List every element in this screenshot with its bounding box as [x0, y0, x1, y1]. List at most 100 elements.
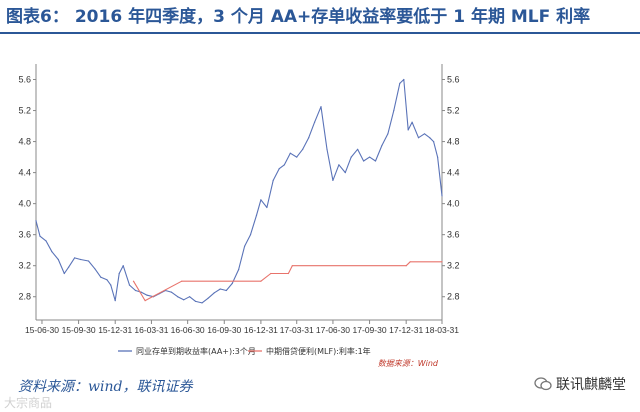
data-point-ncd-yield — [344, 172, 346, 174]
brand-mark: 联讯麒麟堂 — [534, 374, 626, 394]
y-tick-label-right: 3.6 — [447, 230, 460, 240]
x-tick-label: 17-12-31 — [389, 325, 423, 335]
data-point-ncd-yield — [170, 291, 172, 293]
y-tick-label-left: 4.4 — [18, 168, 31, 178]
data-point-ncd-yield — [296, 156, 298, 158]
x-tick-label: 15-12-31 — [98, 325, 132, 335]
series-line-mlf-rate — [133, 261, 442, 302]
data-point-ncd-yield — [308, 137, 310, 139]
y-tick-label-left: 2.8 — [18, 292, 31, 302]
data-point-ncd-yield — [369, 156, 371, 158]
data-point-ncd-yield — [244, 245, 246, 247]
y-tick-label-left: 4.8 — [18, 137, 31, 147]
data-point-ncd-yield — [387, 133, 389, 135]
data-point-ncd-yield — [100, 276, 102, 278]
data-point-ncd-yield — [399, 82, 401, 84]
y-tick-label-right: 2.8 — [447, 292, 460, 302]
data-point-ncd-yield — [407, 129, 409, 131]
data-point-ncd-yield — [87, 260, 90, 262]
data-point-ncd-yield — [68, 266, 70, 268]
figure-number: 图表6： — [6, 7, 69, 27]
data-point-ncd-yield — [45, 240, 47, 242]
source-note: 资料来源：wind，联讯证券 — [18, 379, 193, 395]
data-point-mlf-rate — [287, 272, 289, 275]
data-point-ncd-yield — [207, 297, 209, 299]
data-point-ncd-yield — [260, 199, 262, 201]
data-point-ncd-yield — [114, 300, 116, 302]
data-point-ncd-yield — [289, 152, 291, 154]
x-tick-label: 17-03-31 — [280, 325, 314, 335]
series-line-ncd-yield — [35, 78, 443, 304]
data-point-mlf-rate — [270, 272, 272, 275]
x-tick-label: 16-12-31 — [244, 325, 278, 335]
data-point-mlf-rate — [405, 265, 407, 267]
data-point-ncd-yield — [417, 137, 420, 139]
legend-label: 同业存单到期收益率(AA+):3个月 — [136, 346, 256, 356]
data-point-ncd-yield — [278, 168, 280, 170]
x-tick-label: 16-06-30 — [171, 325, 205, 335]
data-point-ncd-yield — [134, 289, 137, 292]
data-point-ncd-yield — [231, 282, 233, 285]
y-tick-label-right: 5.2 — [447, 106, 460, 116]
data-point-ncd-yield — [283, 164, 285, 166]
data-point-ncd-yield — [437, 156, 439, 158]
data-point-mlf-rate — [441, 261, 443, 263]
data-point-ncd-yield — [423, 133, 426, 135]
chart-axes: 2.8 2.8 3.2 3.2 3.6 3.6 4.0 4.0 4.4 4.4 4.8 4.8 5.2 5… — [18, 64, 460, 335]
wechat-icon — [534, 377, 552, 391]
x-tick-label: 18-03-31 — [425, 325, 459, 335]
data-point-ncd-yield — [403, 78, 405, 81]
y-tick-label-left: 5.2 — [18, 106, 31, 116]
y-tick-label-left: 4.0 — [18, 199, 31, 209]
figure-title: 2016 年四季度，3 个月 AA+存单收益率要低于 1 年期 MLF 利率 — [74, 7, 591, 27]
data-point-ncd-yield — [249, 234, 252, 236]
data-point-ncd-yield — [350, 156, 352, 158]
data-point-ncd-yield — [332, 179, 334, 181]
y-tick-label-right: 5.6 — [447, 75, 460, 85]
data-point-ncd-yield — [128, 284, 131, 286]
data-point-ncd-yield — [326, 148, 328, 150]
data-point-ncd-yield — [374, 160, 377, 162]
y-tick-label-left: 3.2 — [18, 261, 31, 271]
data-point-ncd-yield — [302, 148, 304, 150]
data-point-ncd-yield — [266, 206, 268, 209]
data-point-ncd-yield — [441, 195, 443, 197]
line-chart: 2.8 2.8 3.2 3.2 3.6 3.6 4.0 4.0 4.4 4.4 4.8 4.8 5.2 5… — [18, 64, 460, 368]
data-point-ncd-yield — [63, 272, 65, 275]
y-tick-label-left: 5.6 — [18, 75, 31, 85]
brand-name: 联讯麒麟堂 — [556, 377, 626, 393]
chart-title: 图表6： 2016 年四季度，3 个月 AA+存单收益率要低于 1 年期 MLF … — [6, 4, 634, 30]
data-point-ncd-yield — [51, 251, 53, 253]
data-point-ncd-yield — [320, 106, 322, 108]
data-point-mlf-rate — [409, 261, 411, 263]
data-point-ncd-yield — [429, 137, 431, 139]
data-point-ncd-yield — [314, 121, 316, 123]
x-tick-label: 17-09-30 — [353, 325, 387, 335]
data-point-ncd-yield — [80, 258, 82, 261]
x-tick-label: 15-09-30 — [62, 325, 96, 335]
data-point-ncd-yield — [272, 179, 274, 181]
data-point-ncd-yield — [213, 292, 215, 294]
x-tick-label: 16-09-30 — [207, 325, 241, 335]
data-point-ncd-yield — [177, 296, 179, 298]
data-point-mlf-rate — [144, 300, 146, 302]
data-point-ncd-yield — [189, 296, 191, 298]
data-point-ncd-yield — [219, 288, 221, 290]
data-point-ncd-yield — [381, 144, 383, 147]
data-point-ncd-yield — [57, 258, 59, 261]
chart-series — [35, 78, 443, 304]
data-point-ncd-yield — [201, 302, 203, 304]
y-tick-label-right: 4.4 — [447, 168, 460, 178]
x-tick-label: 17-06-30 — [316, 325, 350, 335]
data-point-ncd-yield — [94, 268, 96, 270]
y-tick-label-right: 3.2 — [447, 261, 460, 271]
data-point-ncd-yield — [411, 121, 413, 123]
data-point-ncd-yield — [122, 265, 124, 267]
data-point-ncd-yield — [393, 109, 395, 112]
chart-legend: 同业存单到期收益率(AA+):3个月 中期借贷便利(MLF):利率:1年数据来源：… — [118, 346, 439, 368]
data-point-ncd-yield — [35, 220, 37, 222]
data-point-ncd-yield — [238, 269, 240, 271]
data-point-ncd-yield — [255, 214, 258, 216]
data-point-mlf-rate — [132, 280, 135, 282]
x-tick-label: 15-06-30 — [25, 325, 59, 335]
